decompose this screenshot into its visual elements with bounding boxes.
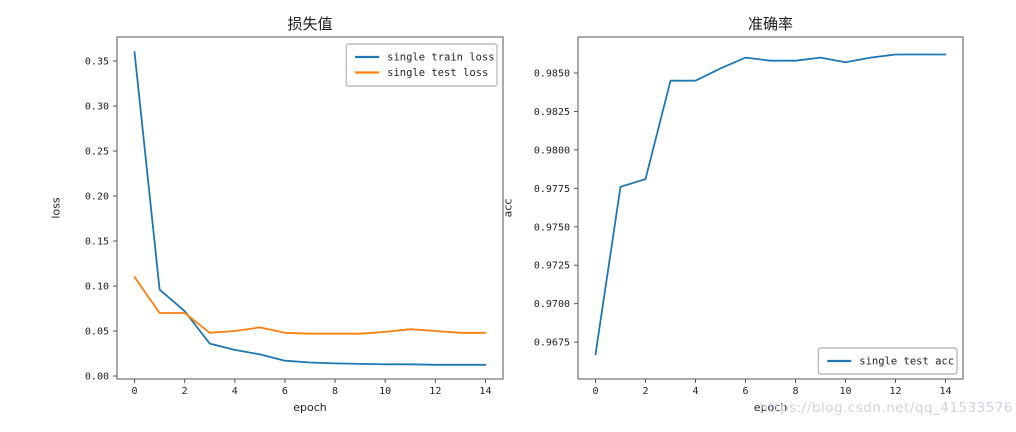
y-tick-label: 0.20 — [85, 192, 109, 203]
loss-x-axis-label: epoch — [293, 401, 327, 414]
y-tick-label: 0.9725 — [534, 261, 570, 272]
x-tick-label: 14 — [939, 386, 951, 397]
legend-label: single test acc — [859, 356, 954, 368]
legend-box — [345, 43, 498, 87]
x-tick-label: 2 — [642, 386, 648, 397]
legend-label: single test loss — [387, 67, 488, 79]
x-tick-label: 10 — [379, 386, 391, 397]
series-line-single-train-loss — [133, 51, 487, 366]
y-tick-label: 0.15 — [85, 237, 109, 248]
y-tick-label: 0.00 — [85, 372, 109, 383]
x-tick-label: 6 — [742, 386, 748, 397]
x-tick-label: 0 — [132, 386, 138, 397]
legend-label: single train loss — [387, 52, 494, 64]
x-tick-label: 6 — [282, 386, 288, 397]
x-tick-label: 8 — [332, 386, 338, 397]
accuracy-y-axis-label: acc — [501, 198, 515, 218]
x-tick-label: 4 — [692, 386, 698, 397]
loss-y-axis-label: loss — [49, 197, 63, 219]
loss-chart-title: 损失值 — [287, 15, 333, 33]
x-tick-label: 8 — [792, 386, 798, 397]
x-tick-label: 0 — [592, 386, 598, 397]
y-tick-label: 0.05 — [85, 327, 109, 338]
y-tick-label: 0.9750 — [534, 222, 570, 233]
y-tick-label: 0.35 — [85, 57, 109, 68]
x-tick-label: 12 — [889, 386, 901, 397]
axes-frame — [116, 36, 504, 380]
y-tick-label: 0.9850 — [534, 68, 570, 79]
y-tick-label: 0.9700 — [534, 299, 570, 310]
y-tick-label: 0.9825 — [534, 107, 570, 118]
y-tick-label: 0.9675 — [534, 338, 570, 349]
y-tick-label: 0.25 — [85, 147, 109, 158]
legend-box — [817, 347, 958, 375]
y-tick-label: 0.30 — [85, 102, 109, 113]
x-tick-label: 4 — [232, 386, 238, 397]
csdn-watermark: https://blog.csdn.net/qq_41533576 — [759, 400, 1013, 416]
axes-frame — [577, 36, 964, 380]
accuracy-chart-title: 准确率 — [747, 15, 793, 33]
x-tick-label: 10 — [839, 386, 851, 397]
y-tick-label: 0.9775 — [534, 184, 570, 195]
y-tick-label: 0.9800 — [534, 145, 570, 156]
x-tick-label: 12 — [429, 386, 441, 397]
accuracy-x-axis-label: epoch — [753, 401, 788, 414]
x-tick-label: 14 — [479, 386, 491, 397]
x-tick-label: 2 — [182, 386, 188, 397]
y-tick-label: 0.10 — [85, 282, 109, 293]
series-line-single-test-loss — [133, 276, 487, 335]
series-line-single-test-acc — [594, 53, 947, 356]
